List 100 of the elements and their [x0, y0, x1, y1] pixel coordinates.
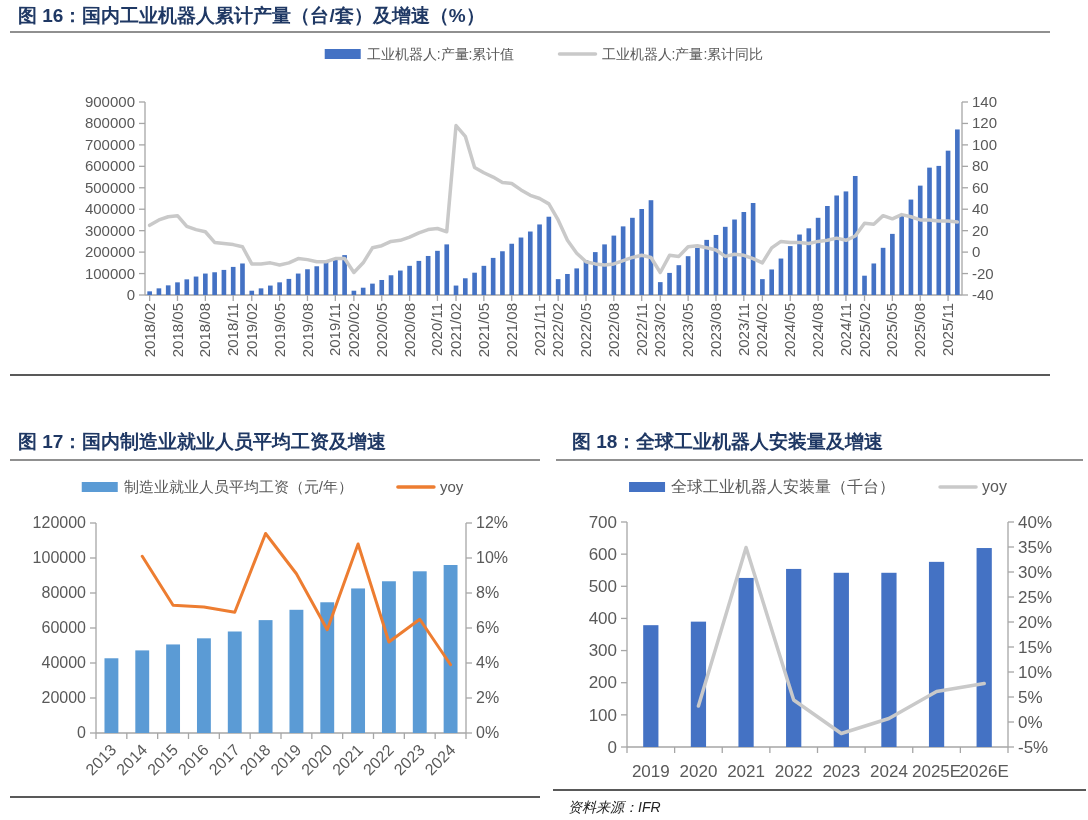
- bar: [135, 650, 150, 733]
- bar: [927, 167, 932, 295]
- x-tick-label: 2020/11: [428, 303, 446, 357]
- bar: [175, 282, 180, 295]
- bar: [722, 226, 728, 295]
- bar: [379, 279, 385, 295]
- x-tick-label: 2020/02: [344, 303, 362, 358]
- bar: [104, 658, 119, 733]
- bar: [295, 273, 301, 295]
- bar: [936, 165, 942, 295]
- x-tick-label: 2023/02: [651, 303, 669, 358]
- x-tick-label: 2024/11: [836, 303, 854, 357]
- bar: [156, 288, 162, 295]
- y-tick-label: 200000: [84, 243, 135, 261]
- bar: [333, 259, 338, 295]
- y2-tick-label: 40: [972, 200, 989, 218]
- x-tick-label: 2019/11: [326, 303, 344, 357]
- y2-tick-label: 40%: [1018, 512, 1053, 532]
- bar: [760, 279, 765, 295]
- bar: [890, 233, 895, 295]
- y-tick-label: 0: [77, 724, 87, 742]
- bar: [639, 209, 645, 295]
- bar: [825, 206, 830, 295]
- y-tick-label: 400: [588, 609, 617, 629]
- bar: [249, 290, 255, 295]
- x-tick-label: 2025E: [911, 762, 962, 781]
- x-tick-label: 2018/08: [196, 303, 214, 358]
- bar: [917, 185, 923, 295]
- x-tick-label: 2019/05: [270, 303, 288, 358]
- bar: [565, 273, 570, 295]
- y-tick-label: 120000: [32, 514, 87, 532]
- y2-tick-label: 60: [972, 178, 989, 196]
- y2-tick-label: -40: [972, 286, 994, 304]
- bar: [258, 288, 264, 295]
- x-tick-label: 2022/05: [577, 303, 595, 358]
- y2-tick-label: 35%: [1018, 537, 1053, 557]
- y-tick-label: 40000: [41, 654, 87, 672]
- y-tick-label: 500: [588, 577, 617, 597]
- bar: [444, 244, 450, 295]
- y2-tick-label: 0%: [476, 724, 500, 742]
- bar: [690, 621, 707, 747]
- y-tick-label: 800000: [84, 114, 135, 132]
- bar: [166, 644, 181, 733]
- x-tick-label: 2018/02: [140, 303, 158, 358]
- bar: [537, 224, 542, 295]
- bar: [381, 581, 396, 733]
- x-tick-label: 2019/08: [298, 303, 316, 358]
- bar: [976, 548, 992, 747]
- bar: [667, 272, 672, 295]
- y2-tick-label: 8%: [476, 584, 500, 602]
- y2-tick-label: 12%: [476, 514, 509, 532]
- bar: [862, 275, 867, 295]
- bar: [657, 282, 663, 295]
- bar: [196, 638, 211, 733]
- bar: [230, 266, 236, 295]
- bar: [630, 217, 635, 295]
- bar: [852, 175, 858, 295]
- x-tick-label: 2020/05: [372, 303, 390, 358]
- x-tick-label: 2025/11: [939, 303, 957, 357]
- x-tick-label: 2023/05: [679, 303, 697, 358]
- y2-tick-label: 30%: [1018, 562, 1053, 582]
- bar: [314, 266, 320, 295]
- y-tick-label: 600: [588, 544, 617, 564]
- y-tick-label: 100000: [32, 549, 87, 567]
- legend-label: 制造业就业人员平均工资（元/年）: [123, 478, 353, 495]
- y2-tick-label: 25%: [1018, 587, 1053, 607]
- y-tick-label: 100000: [84, 264, 135, 282]
- chart-title: 图 18：全球工业机器人安装量及增速: [572, 431, 884, 452]
- bar: [527, 231, 533, 295]
- bar: [412, 571, 427, 733]
- bar: [806, 228, 812, 295]
- x-tick-label: 2021/08: [502, 303, 520, 358]
- chart-title: 图 17：国内制造业就业人员平均工资及增速: [18, 431, 387, 452]
- bar: [899, 215, 904, 295]
- y-tick-label: 900000: [84, 93, 135, 111]
- y2-tick-label: 0%: [1018, 712, 1043, 732]
- legend-label: 工业机器人:产量:累计值: [366, 46, 515, 62]
- bar: [695, 247, 700, 295]
- bar: [268, 285, 273, 295]
- x-tick-label: 2021: [727, 762, 765, 781]
- y2-tick-label: 2%: [476, 689, 500, 707]
- bar: [165, 285, 171, 295]
- bar: [955, 129, 960, 295]
- bar: [833, 572, 849, 747]
- y2-tick-label: 20: [972, 221, 989, 239]
- bar: [240, 263, 245, 295]
- y2-tick-label: 10%: [476, 549, 509, 567]
- y-tick-label: 600000: [84, 157, 135, 175]
- y-tick-label: 500000: [84, 178, 135, 196]
- bar: [320, 602, 335, 733]
- x-tick-label: 2021/05: [474, 303, 492, 358]
- bar: [928, 561, 945, 747]
- bar: [227, 631, 242, 733]
- x-tick-label: 2022/08: [604, 303, 622, 358]
- bar: [462, 278, 468, 295]
- y-tick-label: 700: [588, 512, 617, 532]
- x-tick-label: 2025/08: [911, 303, 929, 358]
- x-tick-label: 2024/02: [753, 303, 771, 358]
- x-tick-label: 2023: [822, 762, 861, 781]
- x-tick-label: 2025/02: [855, 303, 873, 358]
